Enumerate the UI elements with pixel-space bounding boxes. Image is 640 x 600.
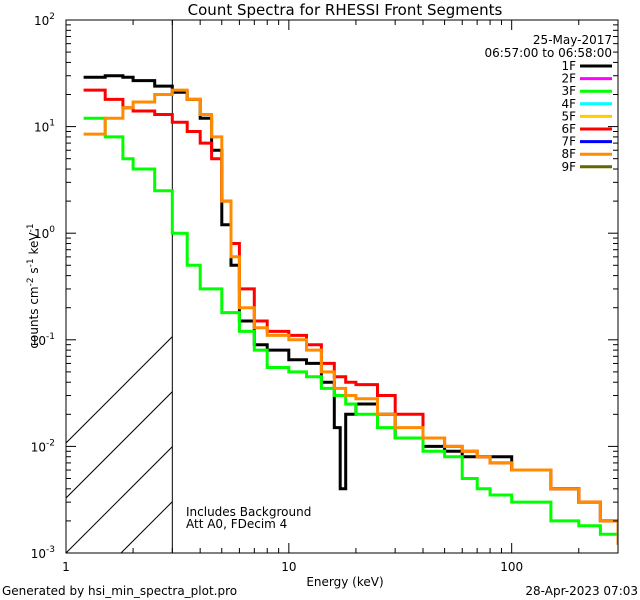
legend-label-9f: 9F xyxy=(561,160,576,174)
legend-label-5f: 5F xyxy=(561,109,576,123)
legend-label-7f: 7F xyxy=(561,135,576,149)
legend-label-4f: 4F xyxy=(561,97,576,111)
y-tick-label: 102 xyxy=(34,12,55,28)
hatch-line xyxy=(66,335,173,444)
legend-label-2f: 2F xyxy=(561,72,576,86)
annotation-background: Includes Background xyxy=(186,505,311,519)
x-tick-label: 10 xyxy=(281,560,296,574)
annotation-attenuator: Att A0, FDecim 4 xyxy=(186,517,287,531)
x-axis-ticks: 1 10 100 xyxy=(62,20,619,574)
plot-frame xyxy=(65,19,619,554)
footer-timestamp: 28-Apr-2023 07:03 xyxy=(525,584,638,598)
legend-label-6f: 6F xyxy=(561,122,576,136)
footer-generated-by: Generated by hsi_min_spectra_plot.pro xyxy=(2,584,237,598)
hatched-region xyxy=(66,0,640,553)
chart-title: Count Spectra for RHESSI Front Segments xyxy=(188,1,503,19)
y-axis-label: counts cm-2 s-1 keV-1 xyxy=(26,223,41,348)
hatch-line xyxy=(66,445,173,553)
hatch-line xyxy=(66,390,173,499)
hatch-line xyxy=(341,0,640,553)
legend-time-range: 06:57:00 to 06:58:00 xyxy=(485,46,612,60)
y-tick-label: 101 xyxy=(34,119,55,135)
x-tick-label: 100 xyxy=(500,560,523,574)
x-tick-label: 1 xyxy=(62,560,70,574)
series-6f-line xyxy=(83,88,618,545)
series-group xyxy=(83,74,618,545)
hatch-line xyxy=(231,0,640,553)
series-3f-line xyxy=(83,116,618,545)
legend-label-3f: 3F xyxy=(561,84,576,98)
legend-date: 25-May-2017 xyxy=(533,33,612,47)
hatch-line xyxy=(616,0,640,553)
legend-label-8f: 8F xyxy=(561,147,576,161)
legend-label-1f: 1F xyxy=(561,59,576,73)
x-axis-label: Energy (keV) xyxy=(306,575,383,589)
y-tick-label: 10-2 xyxy=(31,438,55,454)
y-tick-label: 10-3 xyxy=(31,545,55,561)
series-8f-line xyxy=(83,88,618,545)
